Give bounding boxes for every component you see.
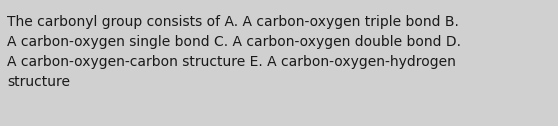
Text: The carbonyl group consists of A. A carbon-oxygen triple bond B.
A carbon-oxygen: The carbonyl group consists of A. A carb… <box>7 15 461 89</box>
